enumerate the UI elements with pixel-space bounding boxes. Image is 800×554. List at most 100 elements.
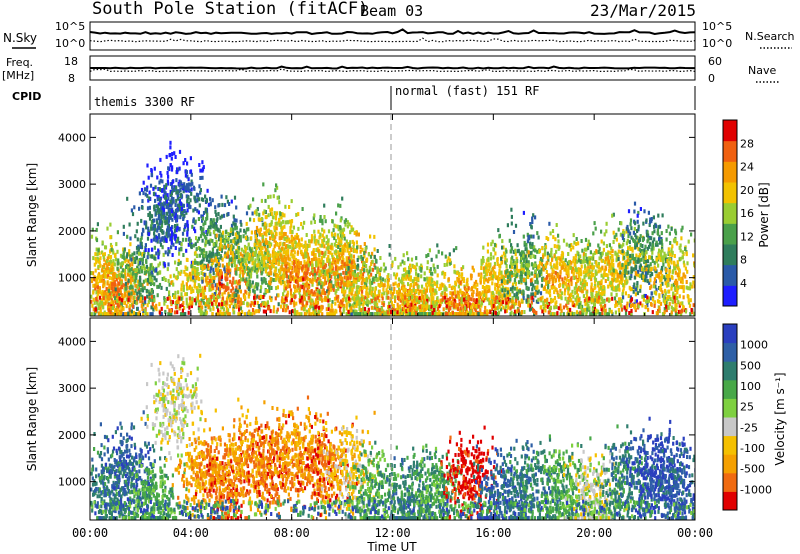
radar-cell bbox=[433, 281, 437, 286]
radar-cell bbox=[223, 267, 226, 272]
radar-cell bbox=[152, 224, 155, 229]
radar-cell bbox=[290, 252, 293, 257]
radar-cell bbox=[516, 243, 519, 248]
radar-cell bbox=[132, 275, 135, 280]
radar-cell bbox=[223, 203, 227, 208]
radar-cell bbox=[252, 218, 256, 223]
radar-cell bbox=[122, 250, 125, 255]
radar-cell bbox=[523, 310, 526, 314]
radar-cell bbox=[284, 284, 287, 289]
radar-cell bbox=[417, 312, 420, 316]
radar-cell bbox=[516, 286, 519, 291]
radar-cell bbox=[183, 227, 186, 232]
radar-cell bbox=[263, 292, 266, 297]
radar-cell bbox=[268, 288, 271, 293]
radar-cell bbox=[334, 232, 337, 237]
radar-cell bbox=[170, 182, 173, 186]
radar-cell bbox=[393, 272, 396, 277]
radar-cell bbox=[365, 279, 368, 284]
radar-cell bbox=[157, 255, 160, 260]
radar-cell bbox=[105, 286, 108, 291]
radar-cell bbox=[458, 297, 461, 302]
radar-cell bbox=[197, 210, 200, 215]
radar-cell bbox=[336, 277, 340, 282]
radar-cell bbox=[157, 233, 160, 238]
radar-cell bbox=[253, 251, 256, 256]
radar-cell bbox=[491, 290, 494, 295]
radar-cell bbox=[157, 223, 160, 228]
radar-cell bbox=[176, 226, 179, 231]
radar-cell bbox=[446, 259, 449, 264]
radar-cell bbox=[316, 300, 320, 305]
radar-cell bbox=[449, 258, 452, 263]
radar-cell bbox=[415, 271, 418, 276]
radar-cell bbox=[315, 271, 318, 276]
radar-cell bbox=[183, 209, 186, 213]
radar-cell bbox=[157, 216, 160, 221]
radar-cell bbox=[350, 247, 353, 252]
radar-cell bbox=[230, 301, 233, 306]
radar-cell bbox=[124, 292, 127, 297]
radar-cell bbox=[169, 208, 172, 212]
radar-cell bbox=[169, 163, 172, 168]
radar-cell bbox=[109, 222, 112, 227]
radar-cell bbox=[439, 298, 442, 303]
radar-cell bbox=[311, 261, 314, 265]
radar-cell bbox=[219, 309, 222, 314]
radar-cell bbox=[133, 205, 136, 210]
radar-cell bbox=[264, 268, 268, 272]
radar-cell bbox=[305, 281, 308, 286]
radar-cell bbox=[323, 229, 326, 234]
radar-cell bbox=[235, 279, 238, 284]
radar-cell bbox=[504, 274, 507, 278]
radar-cell bbox=[182, 161, 185, 166]
radar-cell bbox=[443, 287, 446, 292]
radar-cell bbox=[258, 232, 261, 237]
radar-cell bbox=[278, 279, 281, 284]
radar-cell bbox=[157, 194, 160, 199]
radar-cell bbox=[192, 275, 195, 280]
radar-cell bbox=[339, 225, 342, 230]
radar-cell bbox=[251, 247, 254, 252]
radar-cell bbox=[144, 299, 147, 304]
radar-cell bbox=[253, 245, 256, 250]
radar-cell bbox=[487, 256, 490, 261]
radar-cell bbox=[108, 312, 111, 316]
radar-cell bbox=[142, 228, 145, 233]
radar-cell bbox=[453, 312, 457, 316]
radar-cell bbox=[198, 184, 201, 189]
radar-cell bbox=[305, 312, 308, 316]
radar-cell bbox=[154, 198, 157, 203]
radar-cell bbox=[431, 283, 434, 288]
radar-cell bbox=[118, 303, 122, 308]
radar-cell bbox=[504, 253, 507, 258]
radar-cell bbox=[244, 247, 247, 252]
radar-cell bbox=[376, 249, 379, 253]
radar-cell bbox=[102, 255, 105, 260]
radar-cell bbox=[490, 276, 493, 280]
radar-cell bbox=[486, 297, 489, 302]
radar-cell bbox=[113, 262, 116, 267]
radar-cell bbox=[274, 212, 278, 217]
radar-cell bbox=[177, 167, 180, 172]
radar-cell bbox=[294, 285, 297, 290]
radar-cell bbox=[421, 292, 424, 297]
radar-cell bbox=[135, 256, 138, 261]
radar-cell bbox=[238, 285, 241, 290]
radar-cell bbox=[197, 246, 200, 250]
radar-cell bbox=[228, 202, 231, 206]
radar-cell bbox=[449, 261, 452, 265]
radar-cell bbox=[146, 294, 149, 299]
radar-cell bbox=[321, 312, 324, 316]
radar-cell bbox=[393, 308, 397, 313]
radar-cell bbox=[532, 265, 535, 270]
radar-cell bbox=[194, 199, 197, 204]
radar-cell bbox=[361, 312, 364, 316]
radar-cell bbox=[459, 288, 462, 293]
radar-cell bbox=[227, 243, 230, 248]
radar-cell bbox=[256, 228, 260, 233]
radar-cell bbox=[171, 152, 174, 156]
radar-cell bbox=[398, 289, 401, 294]
radar-cell bbox=[153, 218, 156, 223]
radar-cell bbox=[137, 259, 140, 264]
